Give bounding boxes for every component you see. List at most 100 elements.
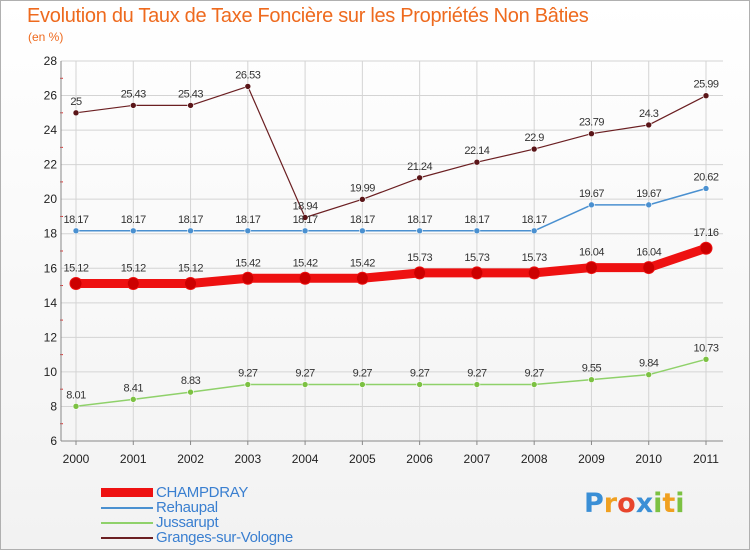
legend-item-jussarupt: Jussarupt (101, 515, 293, 530)
data-label-granges-sur-vologne: 23.79 (579, 117, 604, 129)
data-label-rehaupal: 18.17 (464, 214, 489, 226)
grid (61, 60, 723, 442)
data-point-jussarupt (187, 388, 194, 396)
data-label-granges-sur-vologne: 26.53 (235, 69, 260, 81)
data-label-champdray: 15.73 (407, 252, 432, 264)
data-point-jussarupt (72, 402, 80, 410)
legend-item-granges-sur-vologne: Granges-sur-Vologne (101, 530, 293, 545)
x-tick-label: 2004 (292, 452, 319, 466)
data-label-jussarupt: 9.55 (582, 363, 602, 375)
data-labels: 15.12 15.12 15.12 15.42 15.42 15.42 15.73 15.73… (63, 69, 719, 401)
data-label-rehaupal: 18.17 (63, 214, 88, 226)
series-line-granges-sur-vologne (75, 85, 707, 219)
y-tick-label: 6 (50, 434, 57, 448)
x-tick-label: 2003 (234, 452, 261, 466)
series-line-rehaupal (76, 187, 707, 232)
data-point-jussarupt (129, 396, 137, 403)
data-label-rehaupal: 20.62 (693, 171, 718, 183)
data-point-rehaupal (588, 201, 595, 209)
data-point-champdray (642, 261, 656, 275)
data-label-champdray: 15.73 (464, 252, 489, 264)
data-label-jussarupt: 8.83 (181, 375, 201, 387)
legend-item-champdray: CHAMPDRAY (101, 485, 293, 500)
x-tick-label: 2006 (406, 452, 433, 466)
data-point-jussarupt (244, 381, 252, 388)
data-label-jussarupt: 9.84 (639, 358, 659, 370)
x-tick-label: 2005 (349, 452, 376, 466)
data-label-champdray: 15.42 (293, 257, 318, 269)
legend-swatch (101, 536, 153, 539)
data-point-granges-sur-vologne (129, 102, 137, 109)
data-label-champdray: 15.42 (235, 257, 260, 269)
x-tick-label: 2010 (635, 452, 662, 466)
data-point-rehaupal (244, 227, 252, 235)
legend-label: CHAMPDRAY (156, 484, 249, 501)
data-point-jussarupt (530, 381, 538, 388)
x-tick-label: 2001 (120, 452, 147, 466)
data-point-champdray (298, 271, 312, 285)
data-point-champdray (470, 266, 484, 280)
y-tick-label: 26 (44, 89, 58, 103)
y-tick-label: 28 (44, 54, 58, 68)
data-point-granges-sur-vologne (359, 196, 366, 203)
logo-letter: o (617, 488, 636, 519)
logo-letter: P (584, 488, 604, 519)
data-label-champdray: 15.12 (178, 262, 203, 274)
data-point-jussarupt (588, 376, 595, 383)
data-point-champdray (584, 261, 598, 275)
data-label-champdray: 17.16 (693, 227, 718, 239)
data-point-rehaupal (129, 227, 137, 235)
data-label-jussarupt: 9.27 (295, 368, 315, 380)
y-tick-label: 22 (44, 158, 58, 172)
x-tick-label: 2007 (464, 452, 491, 466)
data-point-rehaupal (359, 227, 366, 235)
data-point-granges-sur-vologne (588, 130, 595, 138)
logo-letter: r (603, 488, 618, 519)
data-point-rehaupal (72, 227, 80, 235)
x-tick-label: 2008 (521, 452, 548, 466)
data-point-champdray (413, 266, 427, 280)
data-label-granges-sur-vologne: 24.3 (639, 108, 659, 120)
unit-label: (en %) (28, 30, 64, 44)
data-label-rehaupal: 18.17 (178, 214, 203, 226)
data-label-champdray: 15.12 (121, 262, 146, 274)
data-point-rehaupal (473, 227, 481, 235)
data-point-rehaupal (702, 185, 710, 192)
x-tick-label: 2000 (63, 452, 90, 466)
legend-label: Granges-sur-Vologne (156, 529, 293, 546)
data-label-champdray: 15.12 (63, 262, 88, 274)
data-point-granges-sur-vologne (72, 109, 80, 117)
data-point-granges-sur-vologne (473, 158, 481, 166)
data-label-champdray: 16.04 (636, 247, 661, 259)
y-tick-label: 20 (44, 192, 58, 206)
logo-letter: i (653, 488, 663, 519)
data-label-jussarupt: 8.41 (124, 382, 144, 394)
data-label-granges-sur-vologne: 22.9 (524, 132, 544, 144)
data-point-jussarupt (702, 355, 710, 363)
data-point-jussarupt (473, 381, 481, 388)
data-point-granges-sur-vologne (301, 214, 309, 221)
data-label-granges-sur-vologne: 19.99 (350, 182, 375, 194)
data-label-jussarupt: 10.73 (693, 342, 718, 354)
data-point-granges-sur-vologne (702, 92, 710, 100)
logo-letter: x (635, 488, 654, 519)
data-label-granges-sur-vologne: 25.43 (178, 88, 203, 100)
data-label-jussarupt: 9.27 (524, 368, 544, 380)
axes: 6 8 10 12 14 16 18 20 22 24 26 28 2000 2001 2002 2003 20… (44, 54, 723, 466)
legend-label: Rehaupal (156, 499, 218, 516)
legend-swatch (101, 521, 153, 524)
y-tick-label: 10 (44, 365, 58, 379)
data-point-champdray (527, 266, 541, 280)
data-point-champdray (184, 276, 198, 290)
logo-letter: i (675, 488, 685, 519)
series-line-jussarupt (75, 358, 707, 408)
data-point-champdray (355, 271, 369, 285)
data-label-granges-sur-vologne: 25.43 (121, 88, 146, 100)
data-label-granges-sur-vologne: 25.99 (693, 79, 718, 91)
y-tick-label: 18 (44, 227, 58, 241)
data-point-champdray (241, 271, 255, 285)
data-label-rehaupal: 18.17 (407, 214, 432, 226)
series (69, 83, 713, 410)
